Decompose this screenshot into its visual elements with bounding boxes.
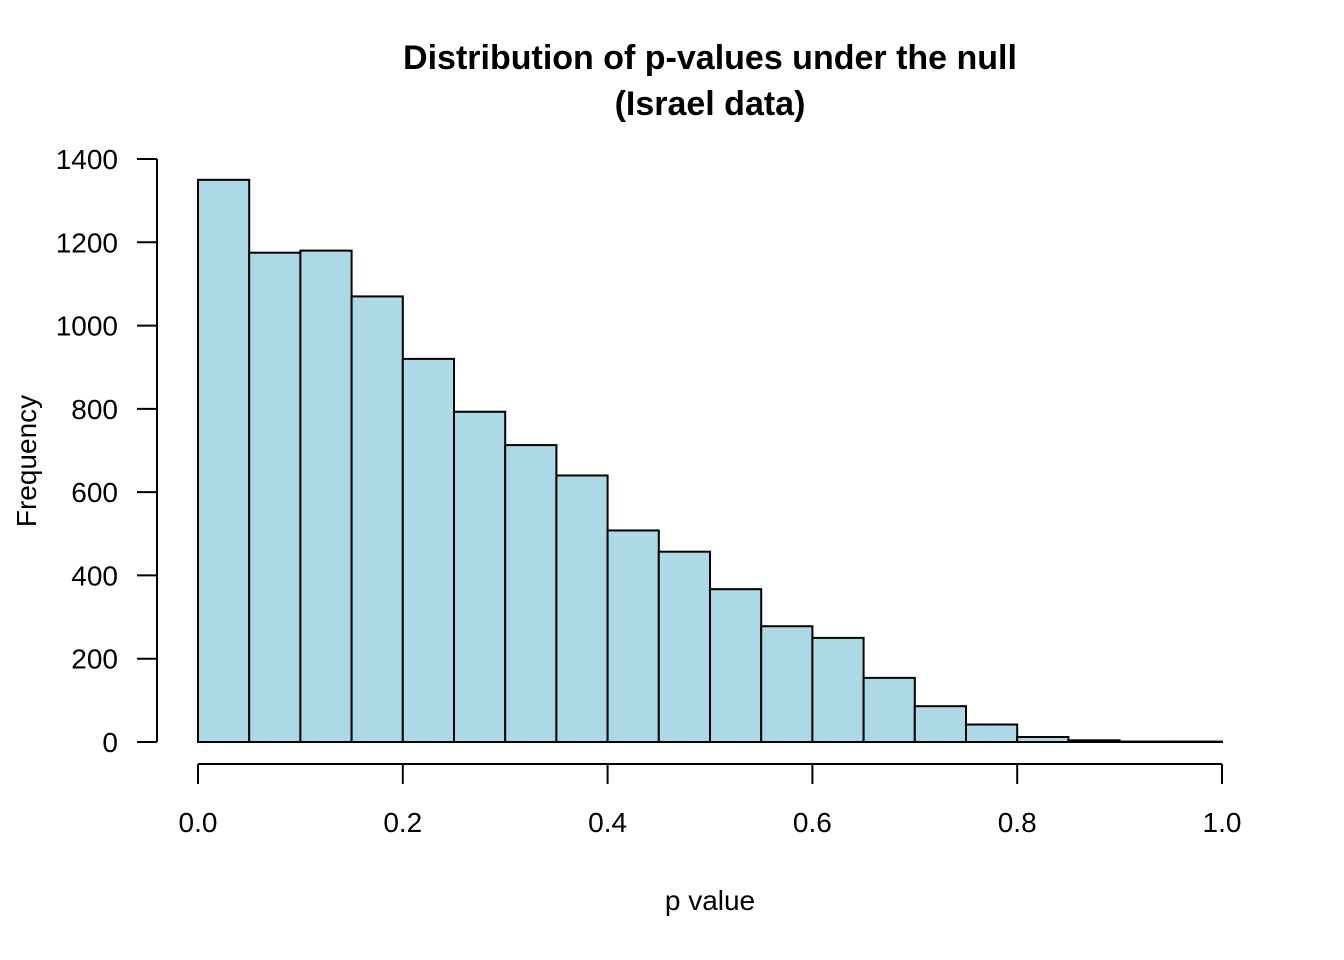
x-tick-label: 0.2 (383, 807, 422, 838)
y-tick-label: 1000 (56, 311, 118, 342)
histogram-bar (760, 625, 814, 743)
y-axis-label: Frequency (11, 395, 42, 527)
histogram-bar (248, 251, 302, 743)
histogram-bar (1016, 736, 1070, 744)
bars-group (197, 178, 1224, 744)
y-tick-label: 0 (102, 727, 118, 758)
y-tick-label: 600 (71, 477, 118, 508)
x-tick-label: 1.0 (1203, 807, 1242, 838)
y-axis: 0 200 400 600 800 1000 1200 1400 (56, 144, 158, 758)
histogram-bar (504, 444, 558, 743)
histogram-bar (453, 410, 507, 743)
chart-title: Distribution of p-values under the null … (403, 39, 1017, 123)
histogram-bar (965, 723, 1019, 744)
x-axis-label: p value (665, 885, 755, 916)
histogram-bar (709, 588, 763, 743)
histogram-bar (197, 178, 251, 744)
x-tick-label: 0.8 (998, 807, 1037, 838)
histogram-bar (657, 550, 711, 743)
x-tick-label: 0.6 (793, 807, 832, 838)
y-tick-label: 200 (71, 644, 118, 675)
y-tick-label: 400 (71, 560, 118, 591)
histogram-bar (606, 529, 660, 743)
histogram-bar (299, 249, 353, 743)
x-tick-label: 0.0 (179, 807, 218, 838)
histogram-bar (913, 705, 967, 743)
y-tick-label: 800 (71, 394, 118, 425)
histogram-bar (862, 676, 916, 743)
histogram-bar (350, 295, 404, 743)
histogram-bar (811, 636, 865, 744)
chart-title-line-2: (Israel data) (615, 85, 806, 123)
x-axis: 0.0 0.2 0.4 0.6 0.8 1.0 (179, 763, 1242, 838)
y-tick-label: 1400 (56, 144, 118, 175)
y-tick-label: 1200 (56, 227, 118, 258)
histogram-bar (1067, 739, 1121, 744)
x-tick-label: 0.4 (588, 807, 627, 838)
histogram-bar (555, 474, 609, 743)
chart-title-line-1: Distribution of p-values under the null (403, 39, 1017, 77)
histogram-bar (401, 357, 455, 743)
